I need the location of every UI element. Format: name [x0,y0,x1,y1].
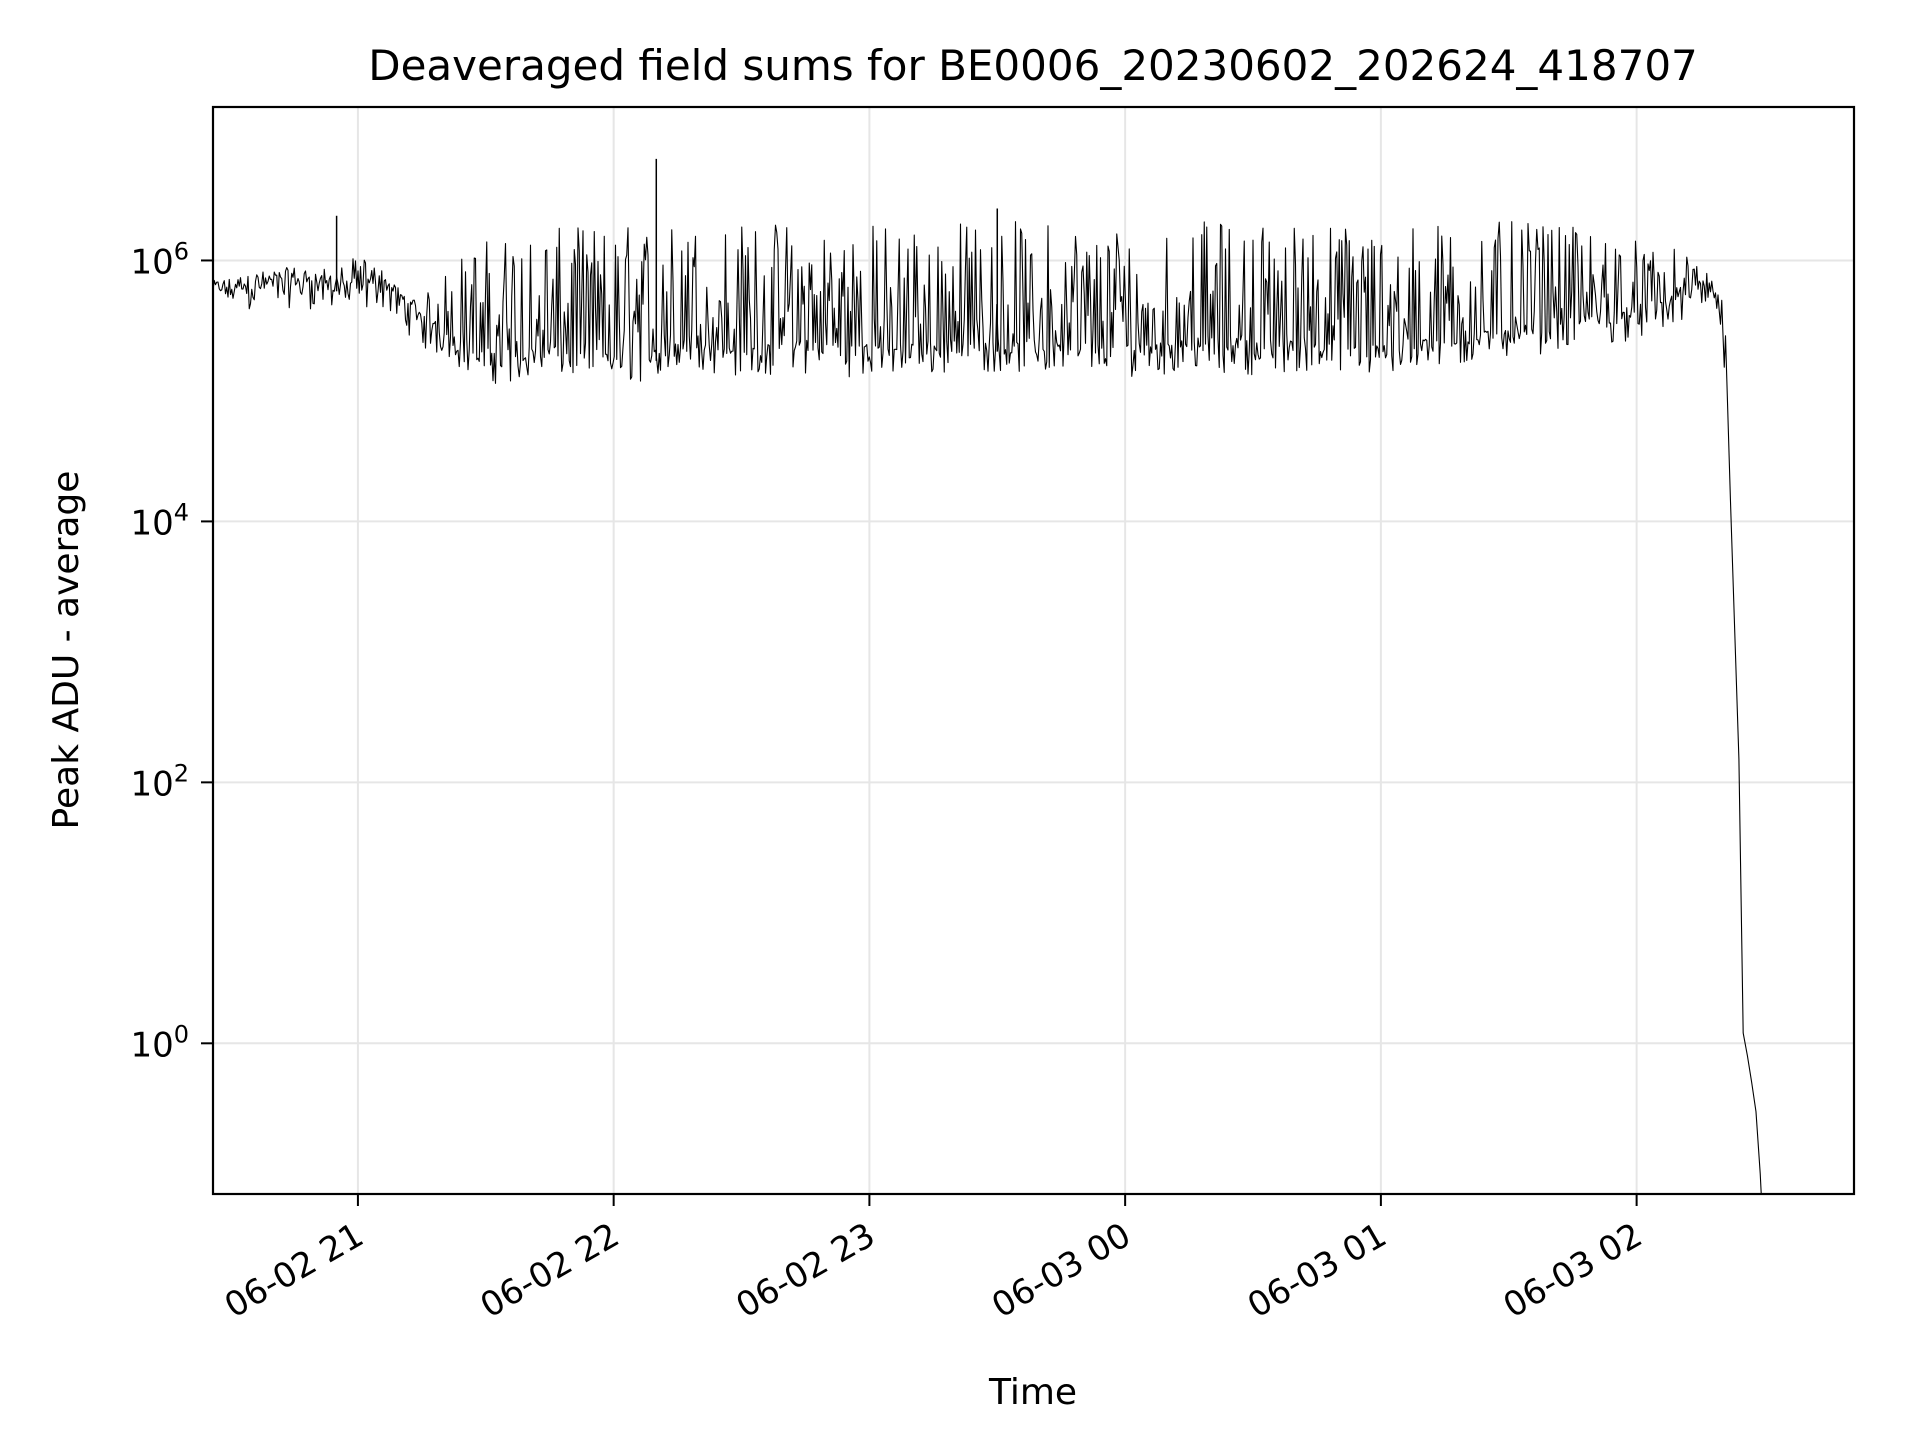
y-axis: 100 102 104 106 [130,237,213,1065]
y-tick-label: 106 [130,237,189,282]
y-axis-label: Peak ADU - average [46,471,87,830]
series-line [213,221,1762,1194]
x-axis-label: Time [988,1372,1077,1413]
y-tick-label: 100 [130,1020,189,1065]
plot-frame [211,105,1856,1196]
plot-data [213,158,1762,1194]
series-group [213,158,1762,1194]
chart-title: Deaveraged field sums for BE0006_2023060… [368,41,1698,90]
y-tick-label: 104 [130,498,189,543]
grid [213,107,1854,1194]
y-tick-label: 102 [130,759,189,804]
